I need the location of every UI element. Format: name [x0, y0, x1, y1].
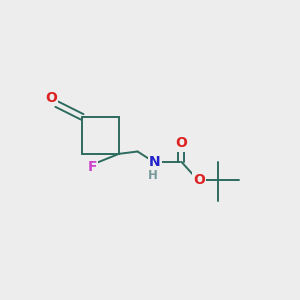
Text: O: O — [176, 136, 188, 150]
Text: O: O — [45, 92, 57, 105]
Text: F: F — [88, 160, 97, 173]
Text: N: N — [149, 155, 161, 169]
Text: H: H — [148, 169, 158, 182]
Text: O: O — [193, 173, 205, 188]
